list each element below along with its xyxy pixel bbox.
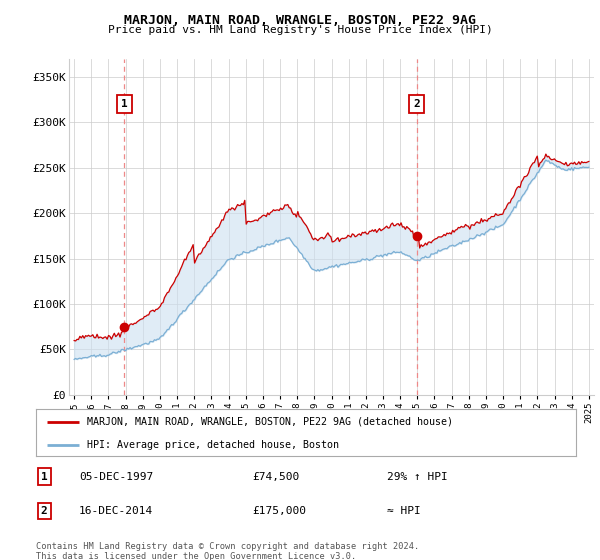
Text: £74,500: £74,500 [252, 472, 299, 482]
Text: 2: 2 [41, 506, 47, 516]
Text: MARJON, MAIN ROAD, WRANGLE, BOSTON, PE22 9AG (detached house): MARJON, MAIN ROAD, WRANGLE, BOSTON, PE22… [88, 417, 454, 427]
Text: 29% ↑ HPI: 29% ↑ HPI [387, 472, 448, 482]
Text: 05-DEC-1997: 05-DEC-1997 [79, 472, 154, 482]
Text: 1: 1 [41, 472, 47, 482]
Text: 2: 2 [413, 99, 420, 109]
Text: 16-DEC-2014: 16-DEC-2014 [79, 506, 154, 516]
Text: Contains HM Land Registry data © Crown copyright and database right 2024.
This d: Contains HM Land Registry data © Crown c… [36, 542, 419, 560]
Text: Price paid vs. HM Land Registry's House Price Index (HPI): Price paid vs. HM Land Registry's House … [107, 25, 493, 35]
Text: HPI: Average price, detached house, Boston: HPI: Average price, detached house, Bost… [88, 440, 340, 450]
Text: MARJON, MAIN ROAD, WRANGLE, BOSTON, PE22 9AG: MARJON, MAIN ROAD, WRANGLE, BOSTON, PE22… [124, 14, 476, 27]
Text: 1: 1 [121, 99, 128, 109]
Text: ≈ HPI: ≈ HPI [387, 506, 421, 516]
Text: £175,000: £175,000 [252, 506, 306, 516]
